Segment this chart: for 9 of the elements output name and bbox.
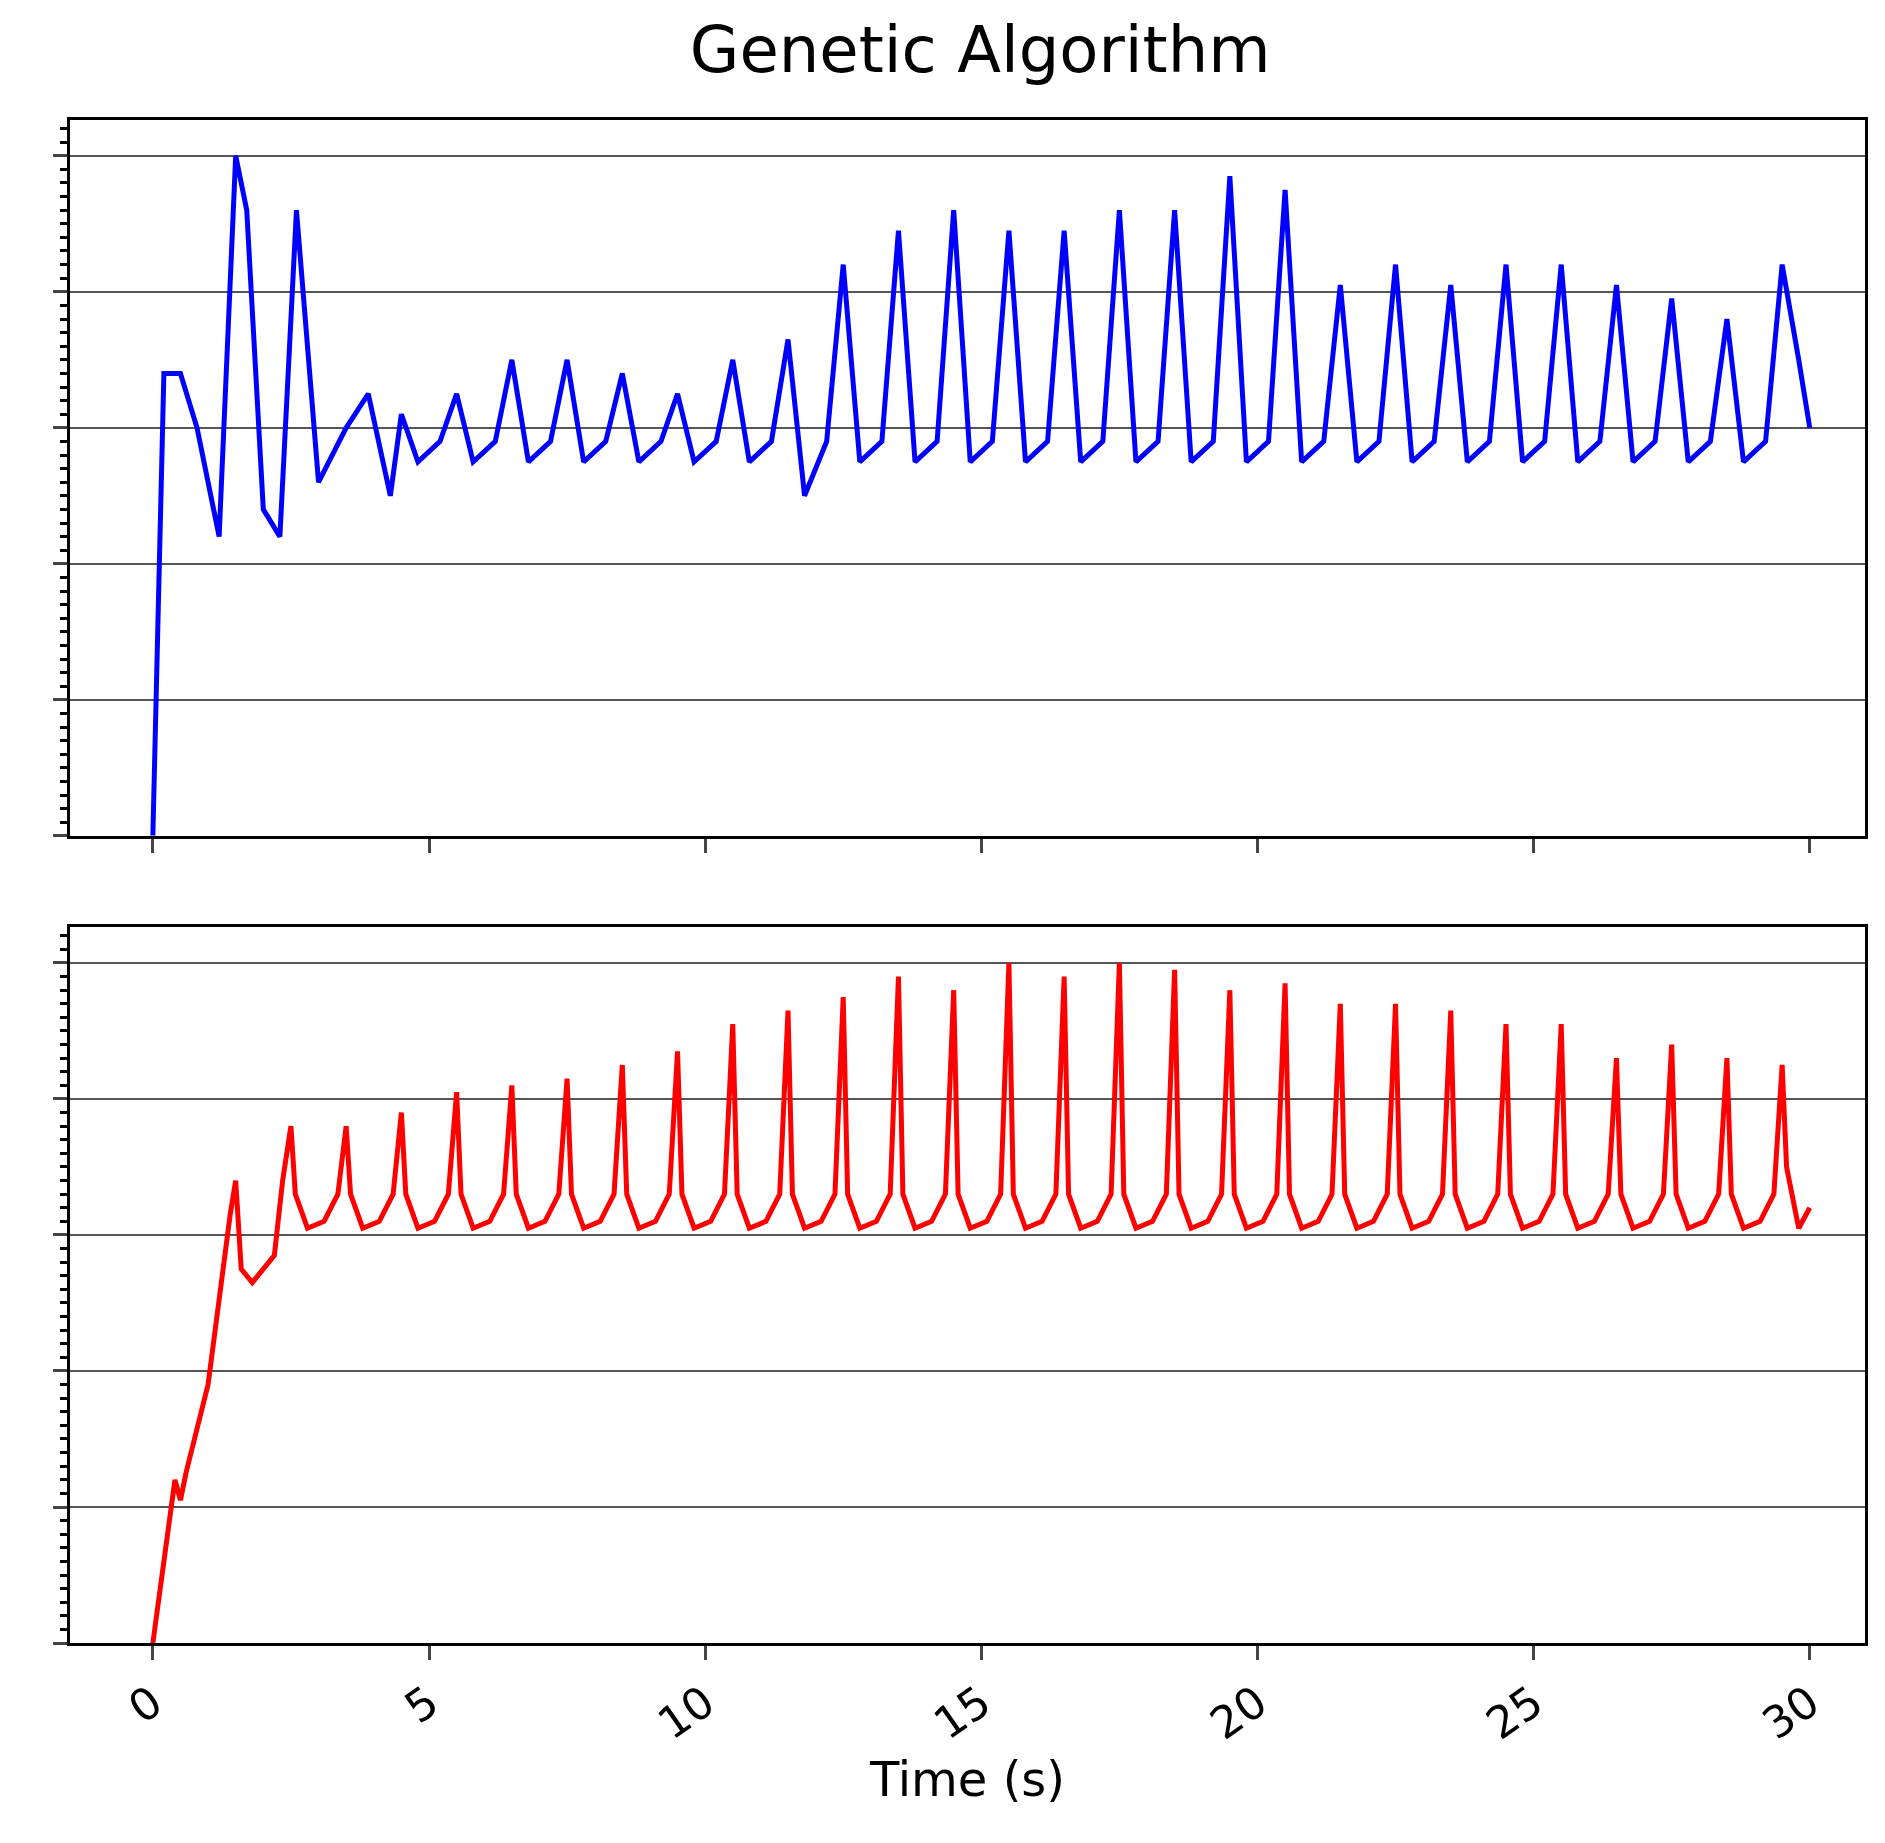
x-tick-label: 20 bbox=[1200, 1675, 1276, 1750]
x-tick-label: 5 bbox=[395, 1675, 448, 1734]
x-tick-label: 25 bbox=[1476, 1675, 1552, 1750]
x-axis-title: Time (s) bbox=[868, 1751, 1066, 1808]
x-tick-label: 0 bbox=[119, 1675, 172, 1734]
chart-title: Genetic Algorithm bbox=[689, 13, 1271, 88]
x-tick-label: 10 bbox=[648, 1675, 724, 1750]
x-tick-label: 15 bbox=[924, 1675, 1000, 1750]
x-tick-label: 30 bbox=[1753, 1675, 1829, 1750]
